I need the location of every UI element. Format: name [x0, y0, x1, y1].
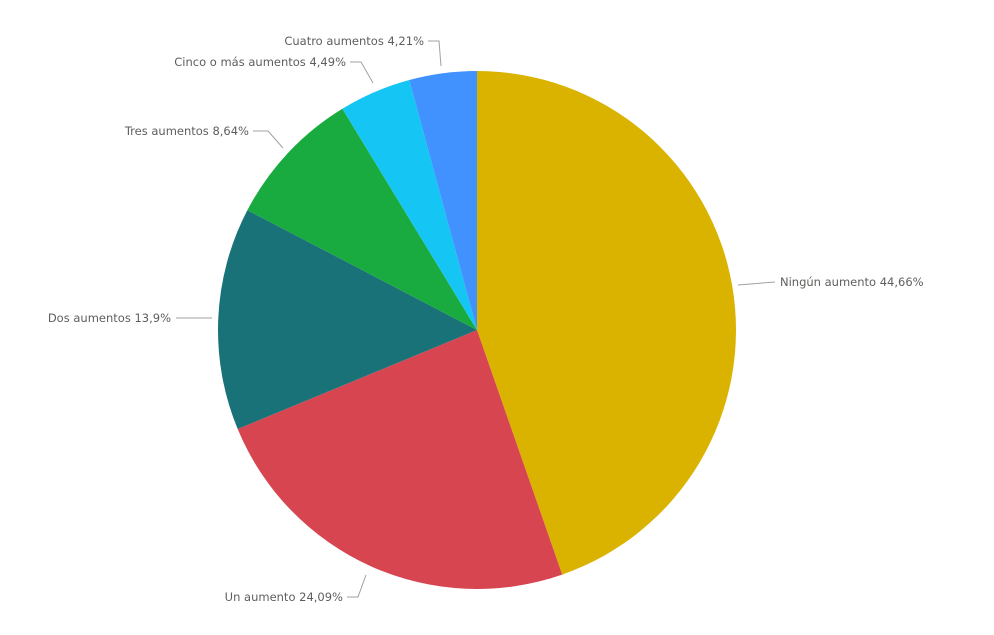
data-label: Dos aumentos 13,9%: [48, 311, 171, 325]
pie-slice-cuatro-aumentos[interactable]: [409, 71, 477, 330]
data-label: Un aumento 24,09%: [225, 590, 343, 604]
data-label: Cinco o más aumentos 4,49%: [174, 55, 346, 69]
leader-line: [253, 130, 284, 149]
leader-line: [350, 61, 374, 84]
pie-slice-tres-aumentos[interactable]: [247, 108, 477, 330]
data-labels: Ningún aumento 44,66% Un aumento 24,09% Do…: [48, 34, 924, 604]
pie-slice-un-aumento[interactable]: [237, 330, 563, 590]
data-label: Ningún aumento 44,66%: [780, 275, 924, 289]
data-label: Tres aumentos 8,64%: [124, 124, 249, 138]
data-label: Cuatro aumentos 4,21%: [284, 34, 424, 48]
pie-slice-ningún-aumento[interactable]: [477, 71, 736, 575]
pie-slices: [218, 71, 736, 590]
leader-line: [428, 40, 442, 67]
pie-slice-cinco-o-más-aumentos[interactable]: [342, 80, 477, 331]
leader-line: [737, 281, 776, 286]
pie-slice-dos-aumentos[interactable]: [218, 210, 477, 430]
leader-line: [347, 574, 367, 598]
